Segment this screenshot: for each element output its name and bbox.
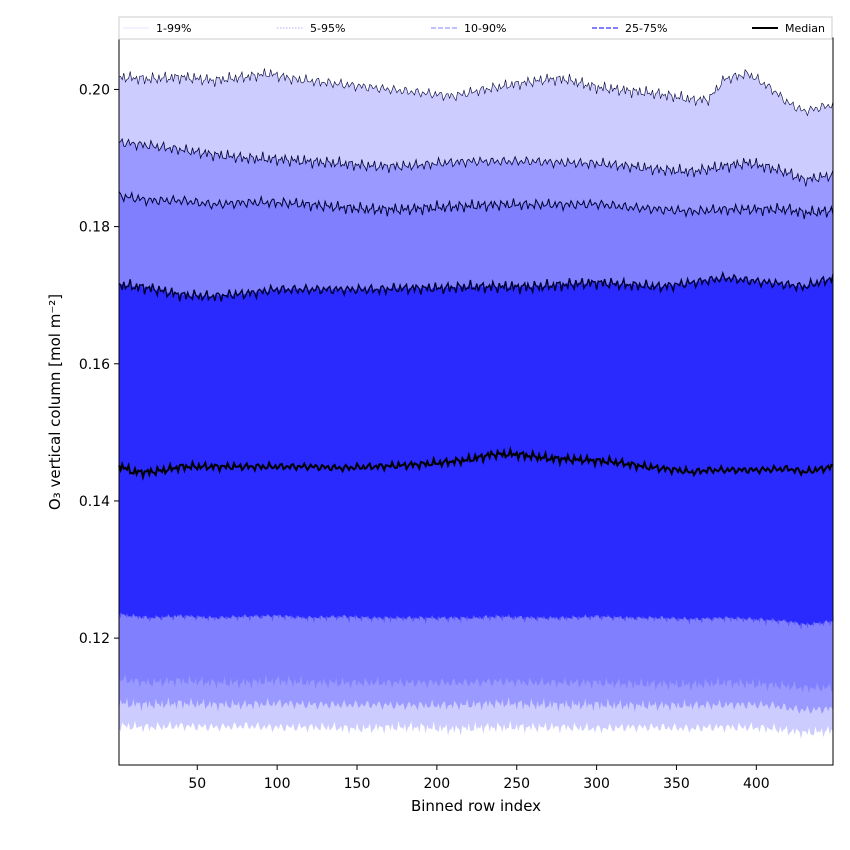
y-tick-label: 0.18 [79,220,110,236]
x-tick-label: 50 [188,776,206,792]
interquartile-core-fill [119,276,833,626]
bands-layer [119,68,833,739]
y-tick-label: 0.12 [79,631,110,647]
x-tick-label: 250 [503,776,530,792]
legend-frame [118,16,833,40]
legend: 1-99% 5-95% 10-90% 25-75% Median [118,16,833,40]
legend-label-1-99: 1-99% [156,22,191,35]
legend-label-25-75: 25-75% [625,22,667,35]
x-tick-label: 300 [583,776,610,792]
x-tick-label: 350 [663,776,690,792]
band-25-75-upper-edge [118,270,834,302]
y-tick-label: 0.20 [79,82,110,98]
legend-label-10-90: 10-90% [464,22,506,35]
y-tick-label: 0.16 [79,357,110,373]
x-tick-label: 100 [264,776,291,792]
y-tick-label: 0.14 [79,494,110,510]
y-axis-label: O₃ vertical column [mol m⁻²] [46,294,64,510]
x-tick-label: 400 [743,776,770,792]
legend-label-5-95: 5-95% [310,22,345,35]
x-tick-label: 200 [423,776,450,792]
band-5-95-upper-edge [118,137,834,187]
x-axis-label: Binned row index [411,797,541,815]
band-1-99-upper-edge [118,68,834,117]
lines-layer [118,68,834,482]
series-line-median [118,445,834,482]
x-axis-ticks: 50 100 150 200 250 300 350 400 [188,765,770,792]
legend-label-median: Median [785,22,825,35]
band-10-90-upper-edge [118,190,834,220]
x-tick-label: 150 [344,776,371,792]
y-axis-ticks: 0.12 0.14 0.16 0.18 0.20 [79,82,119,647]
